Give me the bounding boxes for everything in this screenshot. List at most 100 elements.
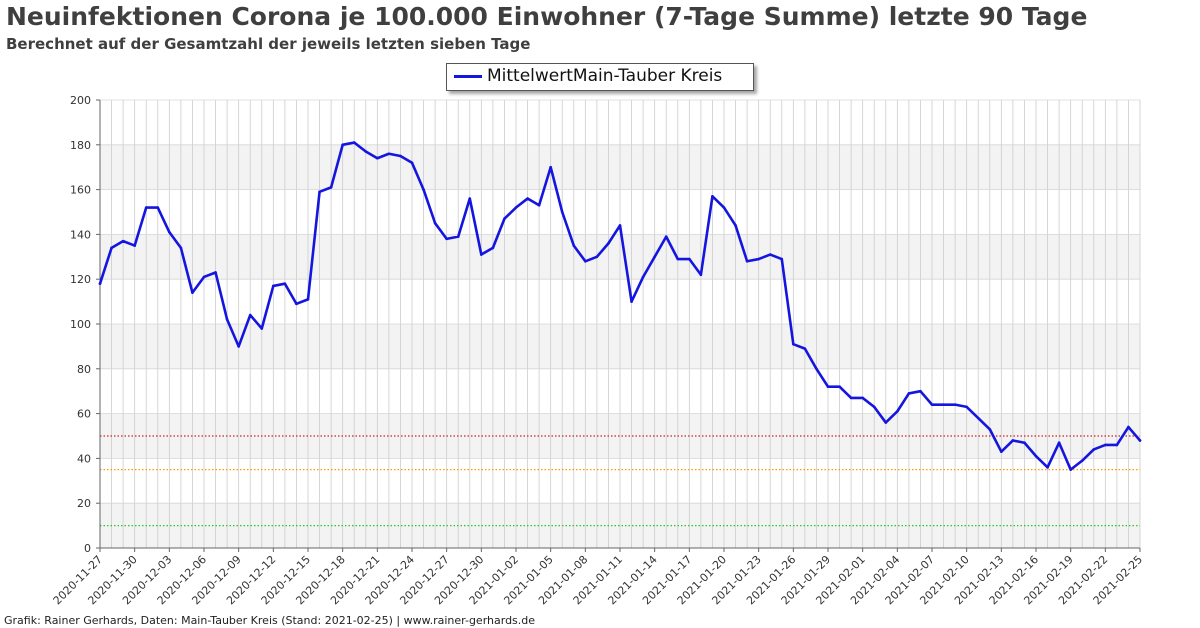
- data-point: [699, 273, 703, 277]
- data-point: [191, 291, 194, 294]
- data-point: [1092, 448, 1096, 451]
- data-point: [1069, 468, 1072, 471]
- data-point: [976, 416, 980, 420]
- data-point: [1127, 425, 1130, 429]
- data-point: [456, 235, 460, 238]
- data-point: [1011, 439, 1015, 442]
- data-point: [295, 302, 298, 306]
- data-point: [664, 235, 668, 238]
- footer-credit: Grafik: Rainer Gerhards, Daten: Main-Tau…: [4, 614, 536, 627]
- data-point: [861, 396, 864, 400]
- data-point: [1104, 443, 1107, 447]
- data-point: [445, 237, 448, 241]
- data-point: [422, 188, 425, 191]
- data-point: [549, 165, 552, 169]
- data-point: [480, 253, 483, 256]
- y-tick-label: 200: [70, 94, 91, 107]
- data-point: [168, 230, 171, 234]
- data-point: [884, 421, 888, 424]
- data-point: [526, 197, 529, 200]
- data-point: [953, 403, 957, 406]
- data-point: [849, 396, 853, 400]
- data-point: [537, 203, 541, 207]
- y-tick-label: 40: [77, 452, 91, 465]
- data-point: [376, 156, 379, 160]
- data-point: [780, 257, 784, 261]
- data-point: [260, 327, 264, 330]
- data-point: [595, 255, 599, 259]
- data-point: [907, 392, 911, 395]
- data-point: [110, 246, 113, 250]
- y-tick-label: 180: [70, 139, 91, 152]
- data-point: [896, 410, 899, 413]
- data-point: [1115, 443, 1119, 447]
- data-point: [1023, 441, 1026, 445]
- data-point: [942, 403, 945, 406]
- data-point: [144, 206, 148, 209]
- y-tick-label: 80: [77, 363, 91, 376]
- legend-label: MittelwertMain-Tauber Kreis: [487, 66, 723, 86]
- data-point: [352, 141, 356, 144]
- y-tick-label: 140: [70, 228, 91, 241]
- data-point: [618, 224, 622, 227]
- data-point: [768, 253, 772, 256]
- data-point: [399, 154, 402, 158]
- data-point: [237, 345, 240, 348]
- y-tick-label: 20: [77, 497, 91, 510]
- data-point: [1046, 466, 1049, 469]
- data-point: [653, 255, 656, 259]
- data-point: [584, 259, 587, 263]
- data-point: [410, 161, 414, 165]
- data-point: [133, 244, 136, 247]
- data-point: [630, 300, 633, 303]
- data-point: [560, 210, 564, 214]
- data-point: [503, 217, 506, 221]
- data-point: [919, 389, 922, 393]
- data-point: [688, 257, 691, 261]
- legend-line-swatch: [454, 75, 482, 78]
- y-tick-label: 0: [84, 542, 91, 555]
- data-point: [121, 239, 125, 243]
- data-point: [306, 298, 310, 301]
- data-point: [607, 242, 610, 245]
- data-point: [98, 282, 102, 285]
- data-point: [1138, 439, 1142, 442]
- data-point: [341, 143, 344, 147]
- data-point: [1057, 441, 1061, 445]
- data-point: [838, 385, 841, 389]
- data-point: [965, 405, 968, 409]
- data-point: [745, 259, 749, 263]
- data-point: [815, 367, 818, 371]
- data-point: [514, 206, 518, 209]
- data-point: [930, 403, 934, 406]
- data-point: [491, 246, 495, 250]
- data-point: [272, 284, 275, 288]
- data-point: [572, 244, 576, 247]
- data-point: [641, 275, 645, 279]
- data-point: [283, 282, 287, 285]
- data-point: [988, 427, 992, 431]
- y-tick-label: 120: [70, 273, 91, 286]
- data-point: [722, 206, 726, 209]
- data-point: [468, 197, 472, 200]
- data-point: [757, 257, 760, 261]
- y-tick-label: 100: [70, 318, 91, 331]
- data-point: [826, 385, 830, 389]
- data-point: [792, 342, 795, 346]
- data-point: [225, 318, 229, 321]
- data-point: [179, 246, 183, 250]
- data-point: [202, 275, 206, 279]
- y-tick-label: 160: [70, 184, 91, 197]
- chart-subtitle: Berechnet auf der Gesamtzahl der jeweils…: [6, 35, 531, 53]
- legend: MittelwertMain-Tauber Kreis: [446, 63, 754, 91]
- data-point: [318, 190, 321, 194]
- data-point: [734, 224, 737, 227]
- data-point: [872, 405, 876, 409]
- data-point: [433, 221, 437, 225]
- y-tick-label: 60: [77, 408, 91, 421]
- data-point: [248, 313, 252, 317]
- data-point: [364, 150, 368, 153]
- data-point: [803, 347, 807, 350]
- data-point: [1034, 454, 1038, 458]
